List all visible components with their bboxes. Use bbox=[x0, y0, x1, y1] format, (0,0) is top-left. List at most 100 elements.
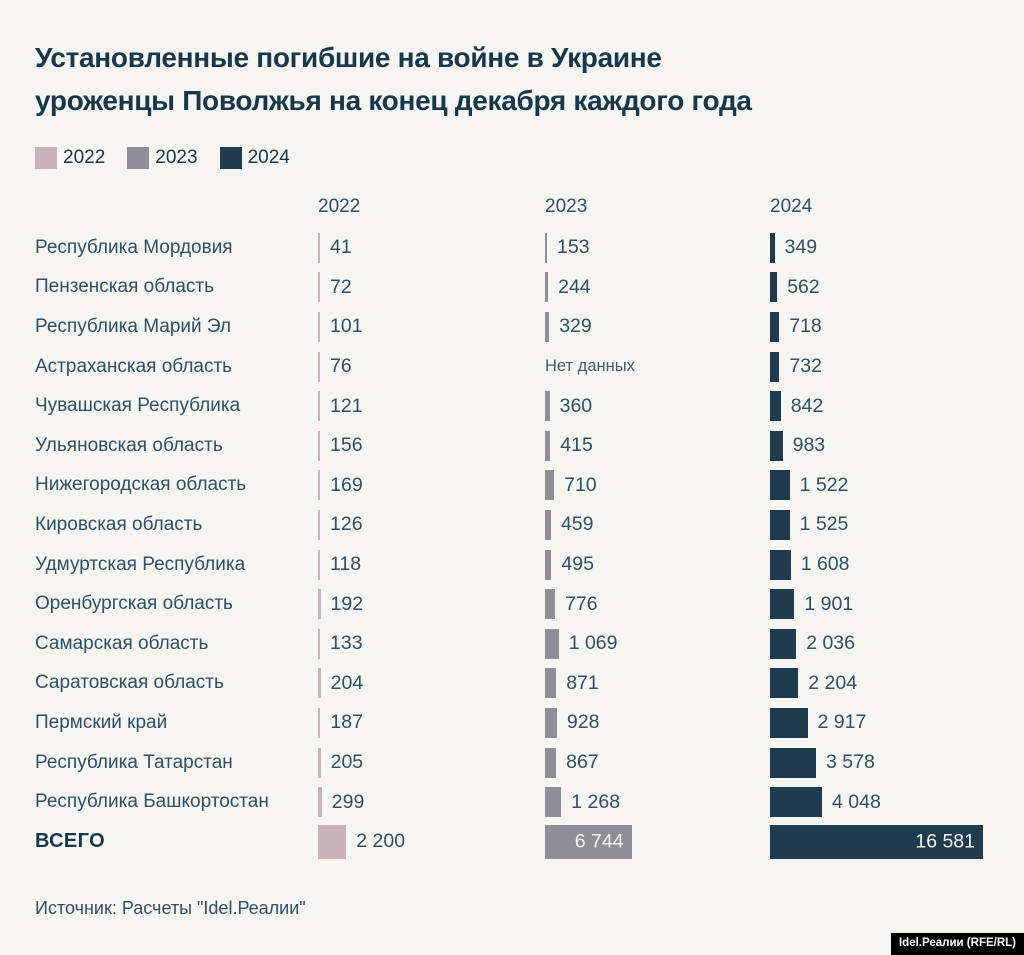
row-label: Пермский край bbox=[35, 711, 168, 733]
bar-2022 bbox=[318, 707, 321, 738]
bar-2022 bbox=[318, 787, 322, 818]
bar-2022 bbox=[318, 628, 320, 659]
bar-cell-2023: 1 069 bbox=[545, 624, 770, 664]
bar-cell-2023: 360 bbox=[545, 386, 770, 426]
chart-title: Установленные погибшие на войне в Украин… bbox=[35, 36, 985, 123]
row-label: Самарская область bbox=[35, 632, 209, 654]
bar-cell-2024: 349 bbox=[770, 228, 1024, 268]
table-row: Пензенская область 72 244 562 bbox=[0, 268, 1024, 308]
bar-cell-2024: 1 608 bbox=[770, 545, 1024, 585]
bar-2024 bbox=[770, 351, 780, 382]
bar-cell-2023: 329 bbox=[545, 307, 770, 347]
bar-2024 bbox=[770, 311, 780, 342]
table-row: Оренбургская область 192 776 1 901 bbox=[0, 584, 1024, 624]
bar-2024 bbox=[770, 430, 783, 461]
bar-2023 bbox=[545, 668, 557, 699]
value-label: 776 bbox=[565, 592, 598, 615]
bar-cell-2024: 562 bbox=[770, 268, 1024, 308]
bar-cell-2022: 126 bbox=[318, 505, 545, 545]
table-row: Республика Татарстан 205 867 3 578 bbox=[0, 743, 1024, 783]
bar-2024 bbox=[770, 787, 822, 818]
bar-cell-2024: 983 bbox=[770, 426, 1024, 466]
bar-2024 bbox=[770, 668, 799, 699]
bar-2024 bbox=[770, 747, 816, 778]
bar-cell-2022: 156 bbox=[318, 426, 545, 466]
row-label: Ульяновская область bbox=[35, 434, 223, 456]
bar-2022 bbox=[318, 351, 320, 382]
row-label: Республика Татарстан bbox=[35, 751, 233, 773]
bar-cell-2023: 710 bbox=[545, 466, 770, 506]
value-label: 2 200 bbox=[356, 830, 406, 853]
row-label: Удмуртская Республика bbox=[35, 553, 246, 575]
bar-2023 bbox=[545, 747, 557, 778]
bar-2024 bbox=[770, 628, 797, 659]
value-label: 156 bbox=[330, 434, 363, 457]
column-header-2024: 2024 bbox=[770, 196, 813, 217]
legend-label: 2024 bbox=[247, 147, 290, 168]
row-label: Пензенская область bbox=[35, 276, 214, 298]
value-label: 983 bbox=[792, 434, 826, 457]
bar-cell-2024: 732 bbox=[770, 347, 1024, 387]
total-row: ВСЕГО 2 200 6 744 16 581 bbox=[0, 822, 1024, 862]
chart-title-line1: Установленные погибшие на войне в Украин… bbox=[35, 42, 662, 73]
row-label: Республика Марий Эл bbox=[35, 315, 232, 337]
value-label: 192 bbox=[330, 592, 364, 615]
table-row: Самарская область 133 1 069 2 036 bbox=[0, 624, 1024, 664]
bar-2022 bbox=[318, 391, 320, 422]
bar-2023: 6 744 bbox=[545, 824, 632, 859]
bar-cell-2022: 187 bbox=[318, 703, 545, 743]
legend-label: 2023 bbox=[155, 147, 198, 168]
table-row: Ульяновская область 156 415 983 bbox=[0, 426, 1024, 466]
bar-2024 bbox=[770, 549, 791, 580]
bar-2023 bbox=[545, 430, 551, 461]
bar-cell-2022: 205 bbox=[318, 743, 545, 783]
bar-2023 bbox=[545, 589, 555, 620]
value-label: 1 069 bbox=[568, 632, 618, 655]
value-label: 72 bbox=[330, 275, 352, 298]
bar-2022 bbox=[318, 589, 321, 620]
value-label: 415 bbox=[560, 434, 593, 457]
bar-cell-2024: 842 bbox=[770, 386, 1024, 426]
row-label: Саратовская область bbox=[35, 672, 224, 694]
row-label: Республика Мордовия bbox=[35, 236, 233, 258]
bar-2023 bbox=[545, 311, 550, 342]
bar-cell-2023: 153 bbox=[545, 228, 770, 268]
row-label: Кировская область bbox=[35, 513, 203, 535]
bar-2022 bbox=[318, 430, 320, 461]
bar-2022 bbox=[318, 509, 320, 540]
value-label: 3 578 bbox=[826, 751, 875, 774]
value-label: 459 bbox=[560, 513, 594, 536]
bar-cell-2023: 459 bbox=[545, 505, 770, 545]
bar-cell-2024: 2 917 bbox=[770, 703, 1024, 743]
bar-cell-2022: 41 bbox=[318, 228, 545, 268]
bar-cell-2024: 3 578 bbox=[770, 743, 1024, 783]
table-row: Удмуртская Республика 118 495 1 608 bbox=[0, 545, 1024, 585]
value-label: 349 bbox=[784, 236, 818, 259]
bar-2022 bbox=[318, 747, 321, 778]
bar-cell-2022: 2 200 bbox=[318, 822, 545, 862]
value-label: 16 581 bbox=[915, 830, 975, 853]
column-headers: 2022 2023 2024 bbox=[0, 196, 1024, 228]
bar-2024 bbox=[770, 272, 778, 303]
value-label: 153 bbox=[557, 236, 590, 259]
bar-cell-2024: 1 525 bbox=[770, 505, 1024, 545]
value-label: 718 bbox=[789, 315, 822, 338]
bar-cell-2023: 244 bbox=[545, 268, 770, 308]
row-label: ВСЕГО bbox=[35, 830, 106, 853]
bar-2023 bbox=[545, 391, 550, 422]
bar-cell-2023: Нет данных bbox=[545, 347, 770, 387]
bar-2023 bbox=[545, 509, 551, 540]
value-label: 2 917 bbox=[817, 711, 867, 734]
source-note: Источник: Расчеты "Idel.Реалии" bbox=[35, 898, 306, 918]
legend-swatch-icon bbox=[219, 147, 242, 169]
bar-2022 bbox=[318, 824, 347, 859]
table-row: Республика Марий Эл 101 329 718 bbox=[0, 307, 1024, 347]
table-row: Саратовская область 204 871 2 204 bbox=[0, 664, 1024, 704]
value-label: 2 204 bbox=[808, 671, 858, 694]
value-label: 842 bbox=[790, 394, 824, 417]
bar-cell-2023: 1 268 bbox=[545, 782, 770, 822]
no-data-label: Нет данных bbox=[545, 357, 635, 376]
bar-cell-2022: 192 bbox=[318, 584, 545, 624]
bar-cell-2023: 415 bbox=[545, 426, 770, 466]
